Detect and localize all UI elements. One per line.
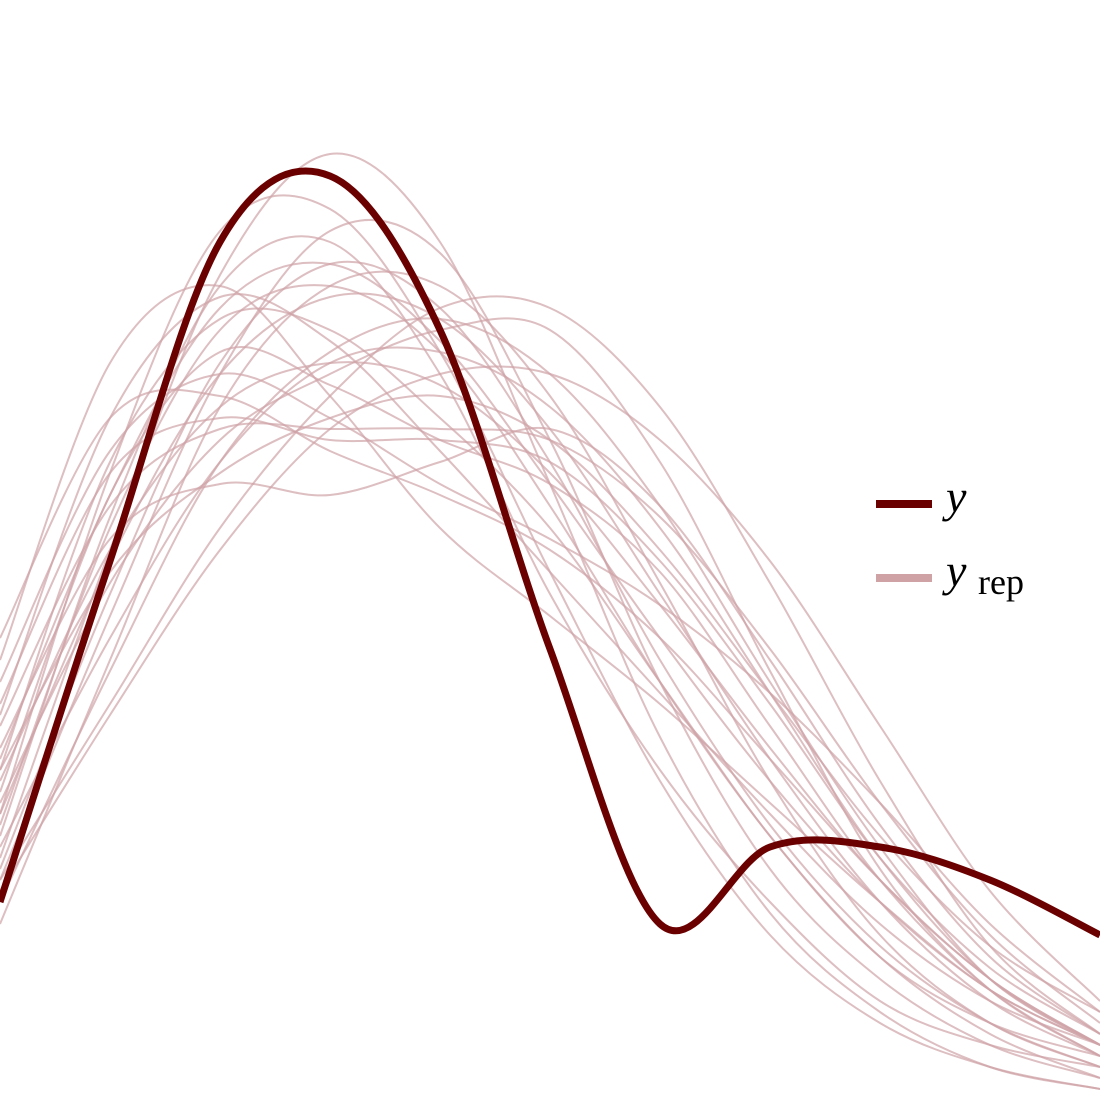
- yrep-line-16: [0, 295, 1100, 1035]
- legend-y-label: y: [942, 471, 967, 522]
- yrep-line-19: [0, 260, 1100, 1068]
- legend: y y rep: [876, 471, 1024, 602]
- yrep-line-24: [0, 365, 1100, 1002]
- yrep-line-3: [0, 218, 1100, 1079]
- yrep-line-5: [0, 317, 1100, 1057]
- yrep-line-17: [0, 194, 1100, 1090]
- legend-yrep-subscript: rep: [978, 562, 1024, 602]
- yrep-line-20: [0, 361, 1100, 1046]
- yrep-line-4: [0, 293, 1100, 1046]
- yrep-line-21: [0, 372, 1100, 1013]
- yrep-line-25: [0, 292, 1100, 1057]
- y-observed-line: [0, 167, 1100, 939]
- yrep-line-8: [0, 426, 1100, 1035]
- yrep-line-23: [0, 261, 1100, 1046]
- legend-yrep-label: y: [942, 545, 967, 596]
- yrep-line-12: [0, 270, 1100, 1068]
- yrep-line-22: [0, 346, 1100, 1046]
- y-series-group: [0, 167, 1100, 939]
